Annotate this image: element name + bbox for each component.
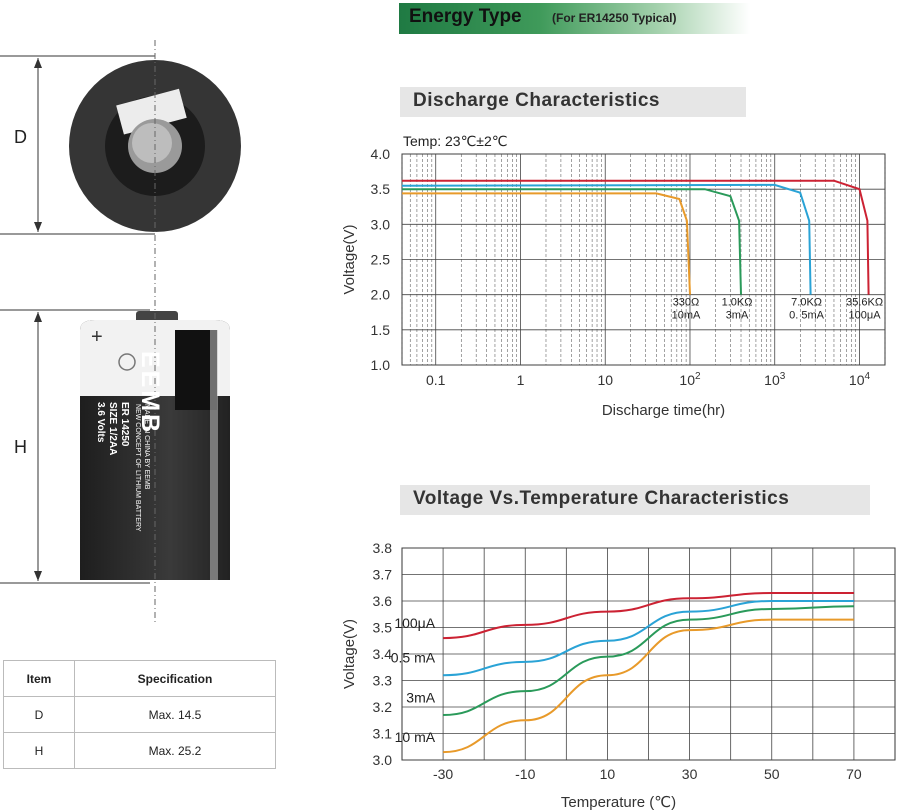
table-header-row: Item Specification	[3, 660, 276, 697]
discharge-chart: 1.0 1.5 2.0 2.5 3.0 3.5 4.0 0.1 1 10 102 103 104 Disc…	[341, 146, 886, 419]
discharge-chart-subtitle: Temp: 23℃±2℃	[403, 133, 508, 149]
series-line	[402, 192, 691, 295]
y-axis-label: Voltage(V)	[341, 224, 358, 294]
x-tick-label: 0.1	[426, 372, 446, 388]
discharge-chart-title: Discharge Characteristics	[413, 90, 660, 111]
battery-drawing	[0, 40, 241, 625]
battery-plus: +	[91, 326, 103, 348]
battery-model-text: ER 14250 SIZE 1/2AA 3.6 Volts	[95, 402, 130, 456]
series-line	[443, 592, 854, 640]
series-label-resistance: 330Ω	[673, 297, 700, 309]
y-tick-label: 3.8	[373, 540, 393, 556]
x-tick-label: 103	[764, 371, 786, 388]
y-tick-label: 3.1	[373, 726, 393, 742]
series-line	[402, 188, 742, 295]
series-line	[402, 179, 870, 295]
series-label-current: 0. 5mA	[789, 310, 825, 322]
ul-mark-icon	[118, 353, 136, 371]
series-label-resistance: 35.6KΩ	[846, 297, 883, 309]
y-tick-label: 3.7	[373, 567, 393, 583]
table-row: D Max. 14.5	[3, 696, 276, 733]
y-tick-label: 3.0	[371, 216, 391, 232]
discharge-chart-header: Discharge Characteristics	[400, 87, 746, 117]
dimension-d-label: D	[14, 127, 27, 147]
table-cell-spec: Max. 14.5	[74, 696, 276, 733]
battery-terminal-highlight	[132, 123, 172, 163]
temperature-chart-title: Voltage Vs.Temperature Characteristics	[413, 488, 790, 509]
spec-table: Item Specification D Max. 14.5 H Max. 25…	[3, 660, 276, 769]
x-tick-label: -10	[515, 766, 535, 782]
series-line	[401, 183, 812, 295]
table-row: H Max. 25.2	[3, 732, 276, 769]
battery-maker-text: MADE IN CHINA BY EEMB NEW CONCEPT OF LIT…	[134, 404, 150, 532]
x-tick-label: 10	[597, 372, 613, 388]
series-line	[443, 600, 854, 677]
x-tick-label: -30	[433, 766, 453, 782]
x-tick-label: 1	[517, 372, 525, 388]
series-line	[443, 605, 854, 716]
series-label-current: 10mA	[672, 310, 701, 322]
x-axis-label: Discharge time(hr)	[602, 402, 725, 419]
y-tick-label: 3.6	[373, 593, 393, 609]
x-tick-label: 70	[846, 766, 862, 782]
y-tick-label: 1.5	[371, 322, 391, 338]
x-tick-label: 102	[679, 371, 701, 388]
y-tick-label: 3.5	[373, 620, 393, 636]
table-header-item: Item	[3, 660, 75, 697]
x-tick-label: 30	[682, 766, 698, 782]
series-label: 10 mA	[395, 729, 436, 745]
x-tick-label: 50	[764, 766, 780, 782]
banner-subtitle: (For ER14250 Typical)	[552, 11, 677, 25]
y-tick-label: 3.3	[373, 673, 393, 689]
y-tick-label: 2.0	[371, 287, 391, 303]
y-axis-label: Voltage(V)	[341, 619, 358, 689]
series-line	[443, 618, 854, 754]
x-tick-label: 104	[849, 371, 871, 388]
temperature-chart-header: Voltage Vs.Temperature Characteristics	[400, 485, 870, 515]
series-label: 0.5 mA	[391, 650, 436, 666]
y-tick-label: 3.0	[373, 752, 393, 768]
table-cell-item: D	[3, 696, 75, 733]
y-tick-label: 3.4	[373, 646, 393, 662]
dimension-h-label: H	[14, 437, 27, 457]
y-tick-label: 3.5	[371, 181, 391, 197]
x-tick-label: 10	[600, 766, 616, 782]
series-label-resistance: 7.0KΩ	[791, 297, 822, 309]
y-tick-label: 1.0	[371, 357, 391, 373]
y-tick-label: 4.0	[371, 146, 391, 162]
table-cell-item: H	[3, 732, 75, 769]
banner-title: Energy Type	[409, 6, 522, 27]
temperature-chart: 3.0 3.1 3.2 3.3 3.4 3.5 3.6 3.7 3.8 -30 -10 10 30 50 7…	[341, 540, 896, 811]
table-cell-spec: Max. 25.2	[74, 732, 276, 769]
x-axis-label: Temperature (℃)	[561, 794, 676, 811]
series-label-current: 100μA	[849, 310, 882, 322]
energy-type-banner	[399, 3, 750, 34]
series-label: 100μA	[394, 615, 435, 631]
battery-top-label-strip	[116, 88, 187, 135]
y-tick-label: 2.5	[371, 252, 391, 268]
table-header-spec: Specification	[74, 660, 276, 697]
series-label-current: 3mA	[726, 310, 749, 322]
series-label: 3mA	[406, 689, 435, 705]
y-tick-label: 3.2	[373, 699, 393, 715]
series-label-resistance: 1.0KΩ	[722, 297, 753, 309]
